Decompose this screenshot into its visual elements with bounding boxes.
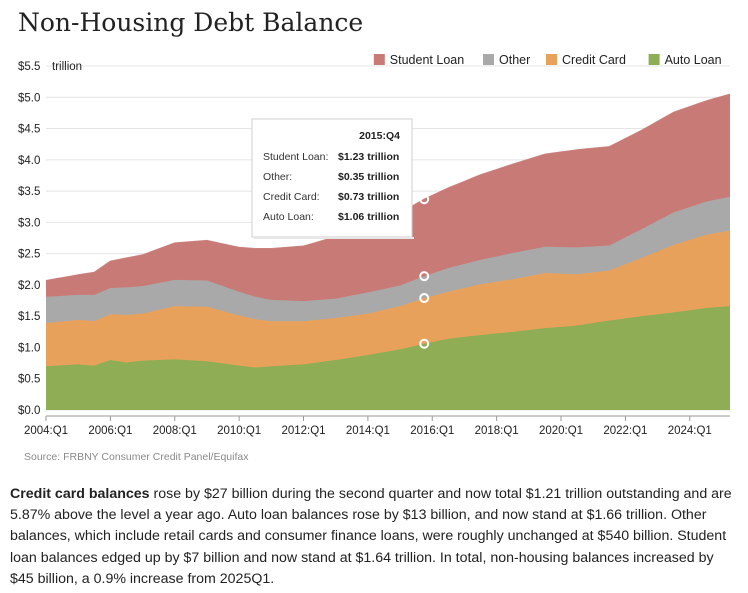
legend-item-student-loan[interactable]: Student Loan (373, 53, 464, 67)
x-tick-label: 2014:Q1 (346, 425, 390, 437)
y-tick-label: $4.0 (18, 155, 40, 167)
y-tick-label: $1.5 (18, 311, 40, 323)
y-tick-label: $3.0 (18, 217, 40, 229)
tooltip-row-value: $0.73 trillion (338, 191, 399, 203)
chart-title: Non-Housing Debt Balance (18, 8, 364, 37)
y-tick-label: $4.5 (18, 124, 40, 136)
y-tick-label: $5.5 (18, 61, 40, 73)
area-credit-card[interactable] (46, 230, 730, 368)
legend-swatch (648, 54, 660, 65)
legend-swatch (546, 54, 557, 65)
x-tick-label: 2016:Q1 (410, 425, 454, 437)
tooltip-row-label: Student Loan: (263, 151, 328, 163)
area-other[interactable] (46, 196, 730, 324)
axis-layer: $0.0 $0.5 $1.0 $1.5 $2.0 $2.5 $3.0 $3.5 $4.0 $4.5… (18, 61, 730, 437)
caption-paragraph: Credit card balances rose by $27 billion… (10, 484, 740, 590)
tooltip-box (251, 118, 413, 238)
hover-marker-other (419, 271, 430, 282)
area-student-loan[interactable] (46, 94, 730, 302)
source-note: Source: FRBNY Consumer Credit Panel/Equi… (24, 451, 249, 463)
y-tick-label: $0.0 (18, 405, 40, 417)
legend-item-credit-card[interactable]: Credit Card (546, 53, 626, 67)
y-tick-label: $2.0 (18, 280, 40, 292)
legend-item-auto-loan[interactable]: Auto Loan (648, 53, 722, 67)
y-axis-unit-label: trillion (52, 61, 82, 73)
legend-label: Student Loan (390, 53, 464, 67)
caption-body: rose by $27 billion during the second qu… (10, 486, 732, 587)
legend-swatch (483, 54, 494, 65)
tooltip-row-value: $1.06 trillion (338, 211, 399, 223)
legend-label: Credit Card (562, 53, 626, 67)
y-tick-label: $0.5 (18, 374, 40, 386)
tooltip-row-label: Auto Loan: (263, 211, 314, 223)
tooltip-row-label: Other: (263, 171, 292, 183)
x-tick-label: 2008:Q1 (153, 425, 197, 437)
tooltip-row-value: $0.35 trillion (338, 171, 399, 183)
legend: Student Loan Other Credit Card Auto Loan (373, 53, 722, 67)
legend-swatch (373, 54, 385, 65)
caption-lead: Credit card balances (10, 486, 150, 502)
y-tick-label: $3.5 (18, 186, 40, 198)
chart-svg: $0.0 $0.5 $1.0 $1.5 $2.0 $2.5 $3.0 $3.5 $4.0 $4.5… (18, 53, 731, 437)
legend-label: Auto Loan (665, 53, 722, 67)
x-tick-label: 2012:Q1 (281, 425, 325, 437)
x-tick-label: 2018:Q1 (475, 425, 519, 437)
tooltip-row-value: $1.23 trillion (338, 151, 399, 163)
x-tick-label: 2020:Q1 (539, 425, 583, 437)
legend-label: Other (499, 53, 530, 67)
x-tick-label: 2010:Q1 (217, 425, 261, 437)
y-tick-label: $2.5 (18, 249, 40, 261)
y-tick-label: $5.0 (18, 92, 40, 104)
x-tick-label: 2024:Q1 (668, 425, 712, 437)
legend-item-other[interactable]: Other (483, 53, 530, 67)
x-tick-label: 2022:Q1 (603, 425, 647, 437)
tooltip-quarter: 2015:Q4 (359, 130, 400, 142)
x-tick-label: 2006:Q1 (88, 425, 132, 437)
area-auto-loan[interactable] (46, 306, 730, 410)
hover-marker-auto-loan (419, 338, 430, 349)
hover-markers (419, 194, 430, 349)
area-layer (45, 93, 731, 410)
hover-marker-student-loan (419, 194, 430, 205)
tooltip-row-label: Credit Card: (263, 191, 320, 203)
hover-marker-credit-card (419, 293, 430, 304)
tooltip: 2015:Q4 Student Loan: $1.23 trillion Other:… (251, 118, 414, 239)
y-tick-label: $1.0 (18, 342, 40, 354)
x-tick-label: 2004:Q1 (24, 425, 68, 437)
